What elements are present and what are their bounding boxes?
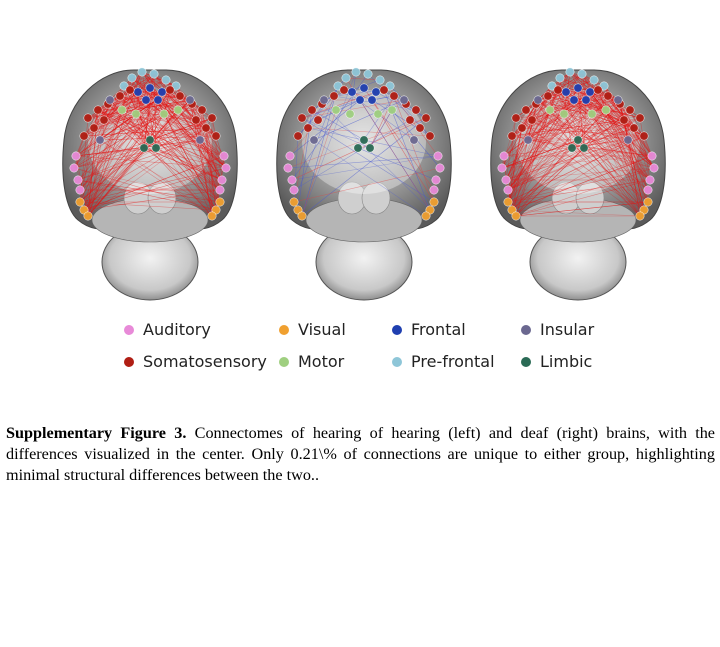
brain-panel-difference bbox=[276, 67, 452, 301]
legend-item-somatosensory: Somatosensory bbox=[124, 352, 267, 371]
brain-panel-hearing bbox=[62, 67, 238, 301]
legend-label: Insular bbox=[540, 320, 595, 339]
legend-label: Pre-frontal bbox=[411, 352, 495, 371]
region-nodes bbox=[69, 67, 231, 221]
legend-label: Motor bbox=[298, 352, 345, 371]
caption-label: Supplementary Figure 3. bbox=[6, 424, 187, 442]
legend-label: Somatosensory bbox=[143, 352, 267, 371]
connection-edges bbox=[501, 71, 655, 217]
pre-frontal-dot-icon bbox=[392, 356, 402, 367]
legend-item-pre-frontal: Pre-frontal bbox=[392, 352, 495, 371]
region-nodes bbox=[283, 67, 445, 221]
legend-item-insular: Insular bbox=[521, 320, 594, 339]
somatosensory-dot-icon bbox=[124, 356, 134, 367]
region-nodes bbox=[497, 67, 659, 221]
legend-item-visual: Visual bbox=[279, 320, 346, 339]
legend-label: Frontal bbox=[411, 320, 466, 339]
legend-item-auditory: Auditory bbox=[124, 320, 211, 339]
legend-label: Limbic bbox=[540, 352, 593, 371]
caption-text: Connectomes of hearing of hearing (left)… bbox=[6, 424, 715, 484]
auditory-dot-icon bbox=[124, 324, 134, 335]
legend-label: Auditory bbox=[143, 320, 211, 339]
legend-label: Visual bbox=[298, 320, 346, 339]
visual-dot-icon bbox=[279, 324, 289, 335]
legend-item-limbic: Limbic bbox=[521, 352, 592, 371]
figure-caption: Supplementary Figure 3. Connectomes of h… bbox=[6, 423, 715, 486]
limbic-dot-icon bbox=[521, 356, 531, 367]
motor-dot-icon bbox=[279, 356, 289, 367]
legend-item-motor: Motor bbox=[279, 352, 344, 371]
insular-dot-icon bbox=[521, 324, 531, 335]
brain-panel-deaf bbox=[490, 67, 666, 301]
frontal-dot-icon bbox=[392, 324, 402, 335]
connectome-figure bbox=[62, 67, 666, 301]
legend-item-frontal: Frontal bbox=[392, 320, 466, 339]
brain-panels bbox=[62, 67, 666, 301]
